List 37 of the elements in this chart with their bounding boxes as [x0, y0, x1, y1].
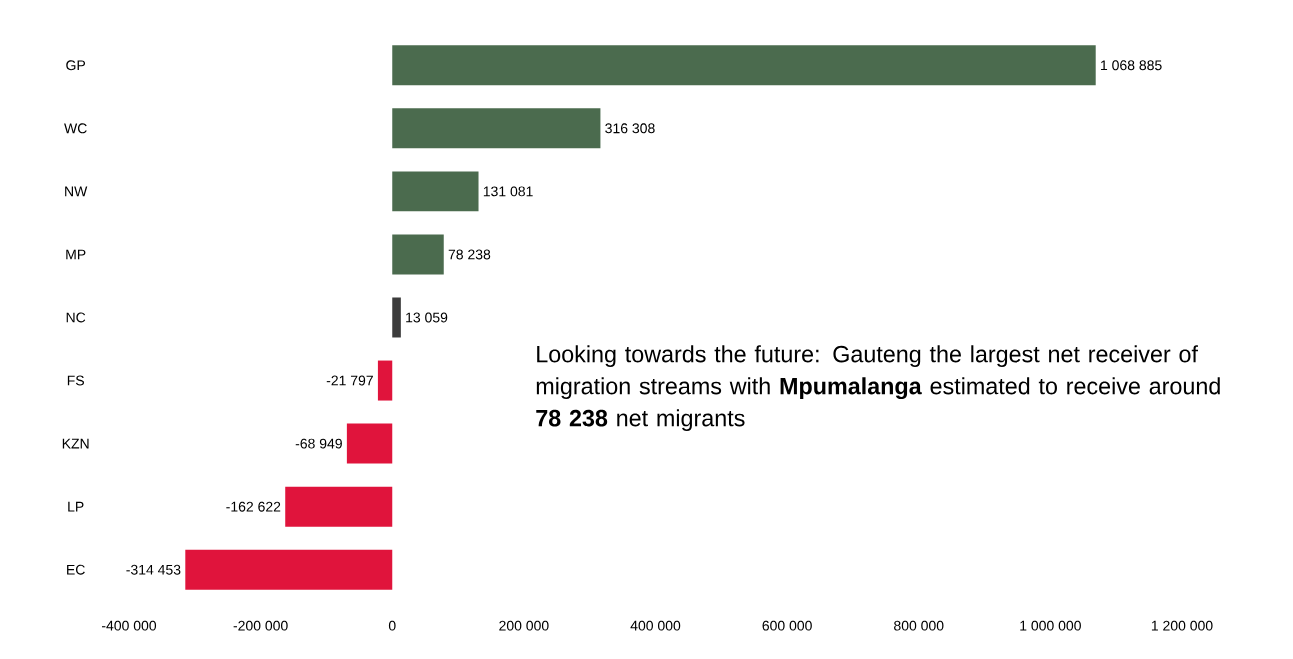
bar [185, 549, 393, 590]
data-label: 1 068 885 [1101, 60, 1162, 71]
x-tick-label: 400 000 [630, 620, 681, 631]
data-label: 316 308 [605, 123, 655, 134]
y-tick-label: KZN [62, 438, 89, 449]
x-tick-label: 1 200 000 [1151, 620, 1213, 631]
bar [285, 486, 393, 527]
y-tick-label: FS [67, 375, 84, 386]
data-label: -21 797 [326, 375, 373, 386]
y-tick-label: GP [66, 60, 86, 71]
y-tick-label: NW [65, 186, 88, 197]
data-label: -162 622 [226, 501, 281, 512]
bar [392, 234, 444, 275]
bar [377, 360, 393, 401]
data-label: -68 949 [295, 438, 342, 449]
x-tick-label: 200 000 [499, 620, 549, 631]
y-tick-label: LP [68, 501, 84, 512]
x-tick-label: 800 000 [894, 620, 944, 631]
y-tick-label: WC [64, 123, 87, 134]
bar [392, 108, 601, 149]
y-tick-label: MP [66, 249, 86, 260]
y-tick-label: NC [66, 312, 86, 323]
data-label: -314 453 [126, 564, 181, 575]
x-tick-label: 0 [388, 620, 396, 631]
x-tick-label: 600 000 [762, 620, 812, 631]
bar [392, 45, 1096, 86]
bar [392, 171, 479, 212]
data-label: 131 081 [483, 186, 533, 197]
data-label: 13 059 [406, 312, 448, 323]
y-tick-label: EC [67, 564, 85, 575]
x-tick-label: -200 000 [233, 620, 288, 631]
data-label: 78 238 [448, 249, 491, 260]
text: Looking towards the future: Gauteng the largest net receiver of migration streams with Mpumalanga estimated to receive around 78 238 net migrants [536, 345, 1220, 432]
bar [346, 423, 393, 464]
x-tick-label: -400 000 [102, 620, 157, 631]
bar [392, 297, 401, 338]
x-tick-label: 1 000 000 [1020, 620, 1081, 631]
